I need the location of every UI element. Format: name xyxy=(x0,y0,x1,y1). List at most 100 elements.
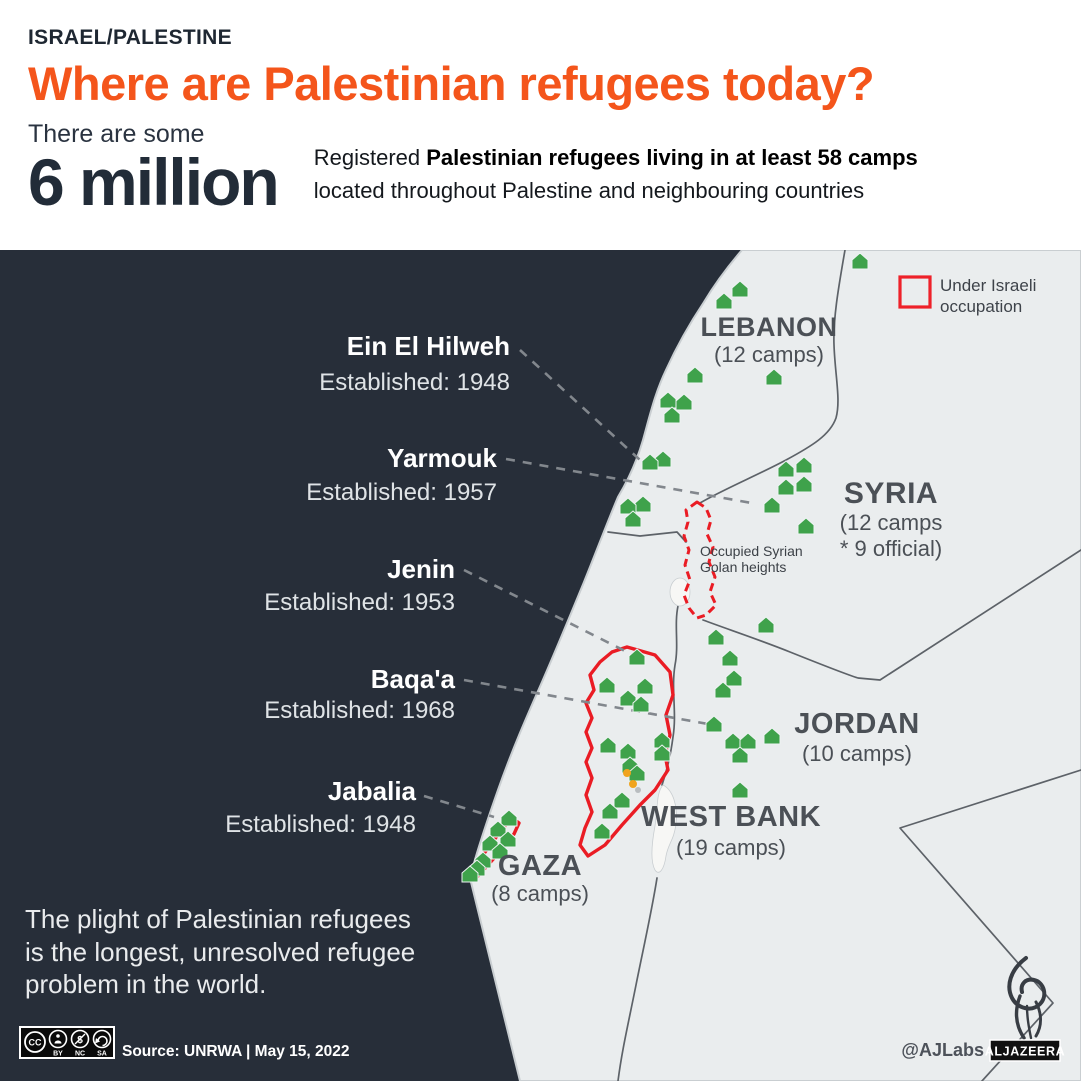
callout-est-jenin: Established: 1953 xyxy=(264,589,455,616)
golan-note-line1: Occupied Syrian xyxy=(700,543,803,559)
camp-marker-gaza xyxy=(491,842,509,860)
camp-marker-west-bank xyxy=(628,648,646,666)
leader-line-jenin xyxy=(463,568,634,657)
camp-marker-lebanon xyxy=(634,495,652,513)
country-label-gaza: GAZA xyxy=(498,850,582,882)
callout-est-jabalia: Established: 1948 xyxy=(225,811,416,838)
west-bank-occupation-outline xyxy=(578,645,675,858)
camp-marker-west-bank xyxy=(598,676,616,694)
border-lebanon-israel xyxy=(607,531,687,543)
country-label-west-bank: WEST BANK xyxy=(641,801,821,833)
occupation-legend-swatch xyxy=(898,275,932,309)
camp-marker-jordan xyxy=(705,715,723,733)
map-area: LEBANON (12 camps) SYRIA (12 camps * 9 offic… xyxy=(0,249,1081,1081)
map-dynamic-layer: LEBANON(12 camps) SYRIA(12 camps* 9 offic… xyxy=(225,252,942,906)
cc-sa-arrowhead xyxy=(95,1038,100,1044)
cc-by-person-head xyxy=(56,1034,60,1038)
desc-bold: Palestinian refugees living in at least … xyxy=(426,145,918,171)
border-israel-jordan-south xyxy=(617,877,658,1081)
camp-marker-west-bank xyxy=(619,689,637,707)
camp-marker-jordan xyxy=(725,669,743,687)
legend: Under Israeli occupation xyxy=(898,275,1036,316)
camp-marker-gaza xyxy=(481,834,499,852)
camp-marker-lebanon xyxy=(641,453,659,471)
aljazeera-wordmark: ALJAZEERA xyxy=(985,1045,1065,1059)
aljazeera-wordmark-box xyxy=(989,1039,1061,1062)
border-syria-jordan xyxy=(702,549,1081,681)
camp-marker-syria xyxy=(777,478,795,496)
golan-heights-outline xyxy=(682,500,718,620)
header: ISRAEL/PALESTINE Where are Palestinian r… xyxy=(0,0,1081,250)
country-label-lebanon: LEBANON xyxy=(701,312,838,342)
page-title: Where are Palestinian refugees today? xyxy=(28,57,875,110)
camp-marker-jordan xyxy=(714,681,732,699)
cc-glyph: CC xyxy=(29,1038,42,1048)
cc-nc-slash xyxy=(74,1033,86,1045)
border-lebanon-syria xyxy=(699,249,846,504)
camp-marker-syria xyxy=(757,616,775,634)
plight-line3: problem in the world. xyxy=(25,969,266,999)
camp-marker-west-bank xyxy=(613,791,631,809)
camp-marker-lebanon xyxy=(731,280,749,298)
cc-nc-label: NC xyxy=(75,1051,85,1058)
camp-marker-west-bank xyxy=(653,744,671,762)
stat-number: 6 million xyxy=(28,145,280,220)
aljazeera-logo xyxy=(1007,956,1047,1040)
camp-marker-lebanon xyxy=(765,368,783,386)
plight-line1: The plight of Palestinian refugees xyxy=(25,904,411,934)
aljazeera-logo-swirl xyxy=(1007,956,1047,1011)
golan-note-line2: Golan heights xyxy=(700,559,786,575)
camp-marker-jordan xyxy=(731,746,749,764)
cc-sa-label: SA xyxy=(97,1051,107,1058)
camp-marker-lebanon xyxy=(663,406,681,424)
camp-marker-jordan xyxy=(731,781,749,799)
legend-line1: Under Israeli xyxy=(940,276,1036,295)
source-credit: Source: UNRWA | May 15, 2022 xyxy=(122,1043,349,1060)
callout-est-yarmouk: Established: 1957 xyxy=(306,479,497,506)
country-camps-gaza-0: (8 camps) xyxy=(491,881,589,906)
camp-marker-jordan xyxy=(724,732,742,750)
cc-nc-dollar: $ xyxy=(77,1035,83,1046)
camp-marker-syria xyxy=(777,460,795,478)
branding: @AJLabs ALJAZEERA xyxy=(901,956,1065,1062)
land-mass xyxy=(468,249,1081,1081)
cc-icon xyxy=(24,1031,46,1053)
cc-nc-icon xyxy=(70,1029,90,1049)
aljazeera-logo-stroke3 xyxy=(1034,1000,1042,1038)
desc-line2: located throughout Palestine and neighbo… xyxy=(313,178,865,204)
aljazeera-logo-stroke2 xyxy=(1014,994,1026,1040)
levant-map: LEBANON(12 camps) SYRIA(12 camps* 9 offic… xyxy=(0,249,1081,1081)
cc-sa-icon xyxy=(92,1029,112,1049)
desc-prefix: Registered xyxy=(313,145,427,171)
leader-line-yarmouk xyxy=(505,457,758,506)
ajlabs-handle: @AJLabs xyxy=(901,1040,984,1060)
camp-marker-lebanon xyxy=(851,252,869,270)
cc-by-person-body xyxy=(54,1040,62,1044)
callout-name-yarmouk: Yarmouk xyxy=(387,443,497,473)
camp-marker-lebanon xyxy=(624,510,642,528)
camp-marker-jordan xyxy=(721,649,739,667)
country-label-syria: SYRIA xyxy=(844,477,938,510)
jerusalem-marker xyxy=(623,769,631,777)
camp-marker-west-bank xyxy=(593,822,611,840)
jerusalem-marker xyxy=(629,780,637,788)
legend-line2: occupation xyxy=(940,297,1022,316)
city-dot xyxy=(635,787,641,793)
camp-marker-jordan xyxy=(739,732,757,750)
stat-intro: There are some xyxy=(28,120,205,149)
camp-marker-syria xyxy=(795,456,813,474)
stat-description: Registered Palestinian refugees living i… xyxy=(314,141,918,207)
camp-marker-west-bank xyxy=(599,736,617,754)
camp-marker-lebanon xyxy=(686,366,704,384)
camp-marker-west-bank xyxy=(601,802,619,820)
cc-license-badge: CC $ BY NC SA xyxy=(19,1026,115,1059)
country-label-jordan: JORDAN xyxy=(794,708,919,740)
dead-sea xyxy=(651,784,677,873)
callout-est-ein-el-hilweh: Established: 1948 xyxy=(319,369,510,396)
stat-left: There are some 6 million xyxy=(28,120,280,220)
camp-marker-jordan xyxy=(763,727,781,745)
camp-marker-lebanon xyxy=(675,393,693,411)
camp-marker-syria xyxy=(797,517,815,535)
camp-marker-gaza xyxy=(461,865,479,883)
camp-marker-lebanon xyxy=(659,391,677,409)
